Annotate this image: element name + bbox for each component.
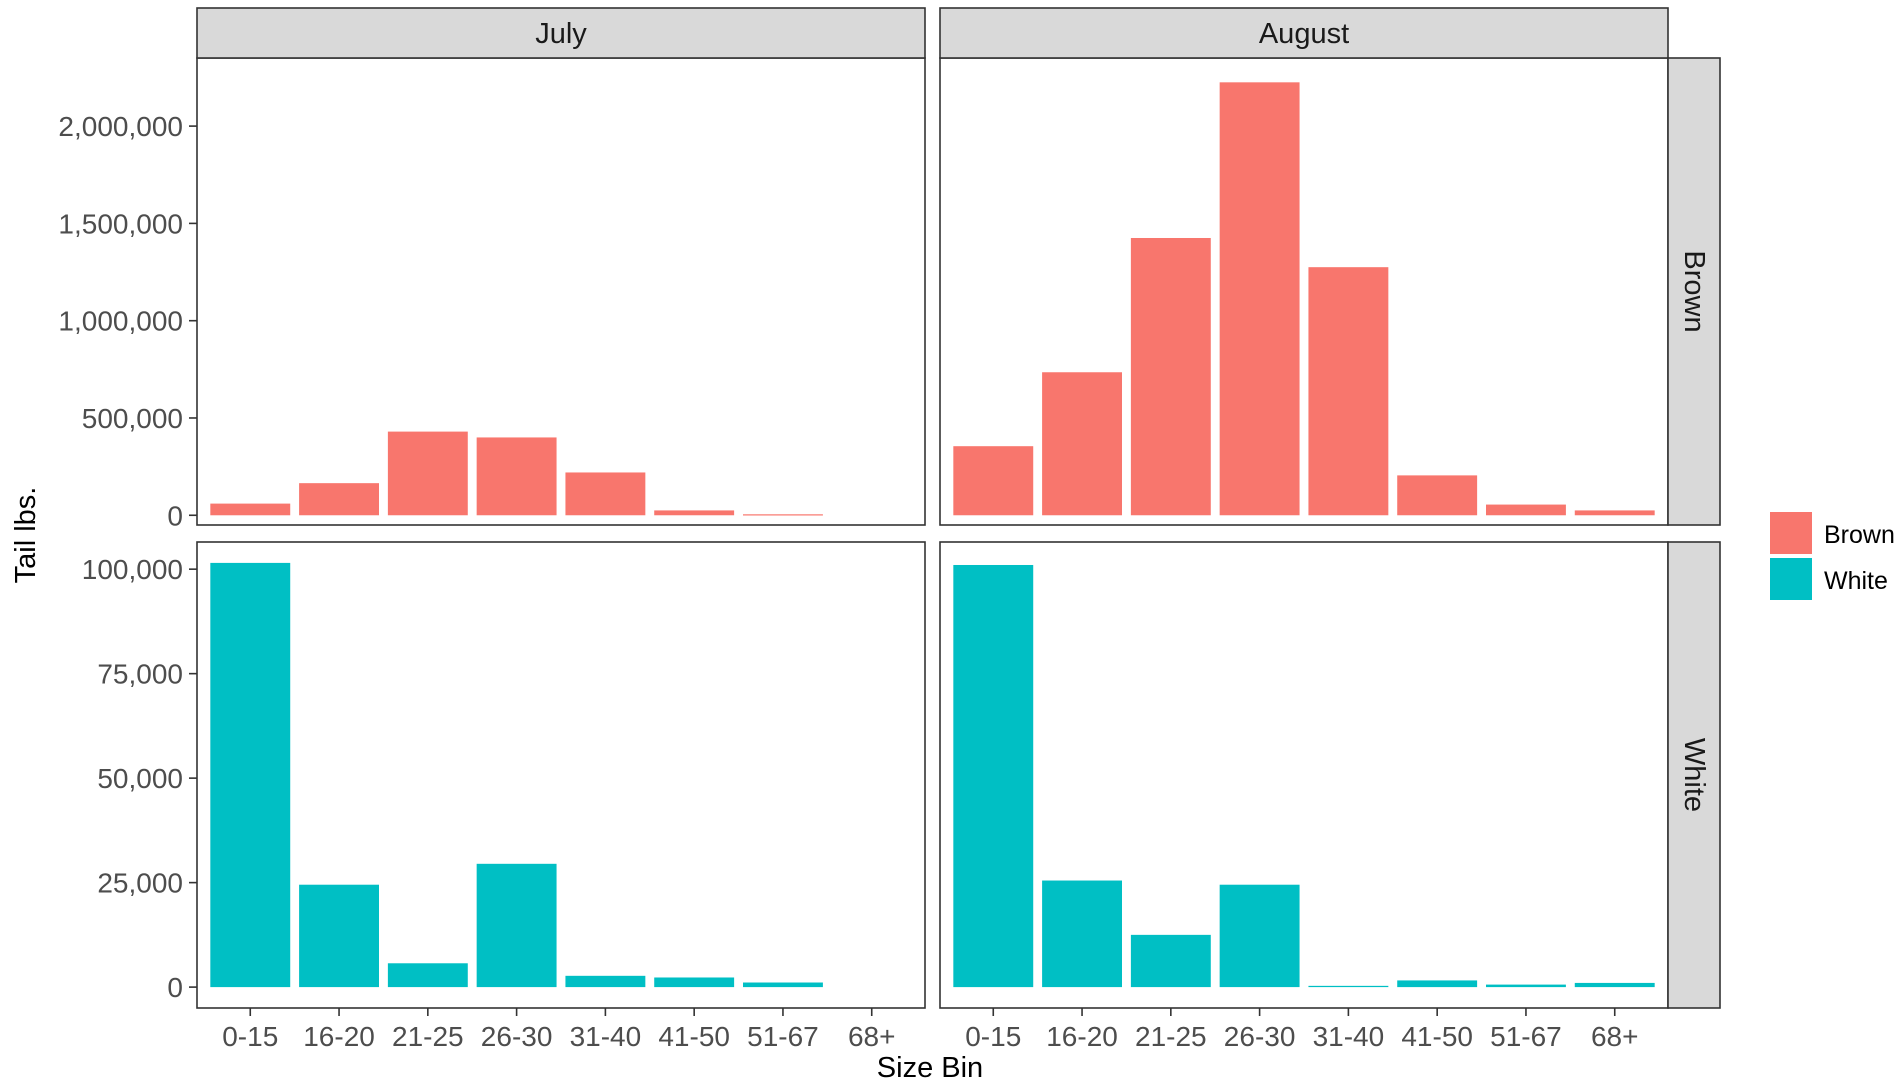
strip-august	[939, 7, 1669, 59]
x-tick-label: 26-30	[481, 1021, 553, 1052]
bar-brown-july-21-25	[387, 431, 468, 516]
x-tick-label: 0-15	[222, 1021, 278, 1052]
x-tick-label: 21-25	[392, 1021, 464, 1052]
strip-brown	[1667, 57, 1721, 526]
y-tick-label: 0	[167, 500, 183, 531]
bar-white-august-68	[1574, 982, 1655, 988]
strip-july	[196, 7, 926, 59]
y-tick-label: 75,000	[97, 659, 183, 690]
bar-white-august-21-25	[1130, 934, 1211, 988]
bar-white-july-31-40	[565, 975, 646, 988]
x-tick-label: 51-67	[1490, 1021, 1562, 1052]
bar-brown-august-21-25	[1130, 237, 1211, 516]
y-tick-label: 25,000	[97, 868, 183, 899]
bar-brown-august-41-50	[1397, 475, 1478, 516]
x-tick-label: 68+	[1591, 1021, 1639, 1052]
bar-white-august-26-30	[1219, 884, 1300, 988]
bar-white-july-21-25	[387, 963, 468, 988]
bar-white-july-51-67	[743, 982, 823, 988]
strip-label-white: White	[1678, 738, 1710, 812]
x-tick-label: 51-67	[747, 1021, 819, 1052]
x-tick-label: 16-20	[303, 1021, 375, 1052]
panels	[197, 58, 1668, 1008]
bar-brown-july-31-40	[565, 472, 646, 516]
bar-brown-august-68	[1574, 510, 1655, 516]
bar-brown-august-0-15	[953, 446, 1034, 516]
y-tick-label: 500,000	[82, 403, 183, 434]
y-axis-title: Tail lbs.	[10, 487, 42, 584]
x-tick-label: 26-30	[1224, 1021, 1296, 1052]
legend-label-brown: Brown	[1824, 521, 1895, 549]
x-tick-label: 41-50	[658, 1021, 730, 1052]
strip-label-july: July	[535, 18, 587, 50]
y-tick-label: 2,000,000	[58, 111, 183, 142]
x-tick-label: 0-15	[965, 1021, 1021, 1052]
x-tick-label: 16-20	[1046, 1021, 1118, 1052]
bars	[210, 82, 1655, 988]
legend-label-white: White	[1824, 567, 1888, 595]
bar-brown-july-41-50	[654, 510, 735, 516]
x-tick-label: 68+	[848, 1021, 896, 1052]
strip-label-brown: Brown	[1678, 250, 1710, 332]
strip-white	[1667, 541, 1721, 1009]
panel-background-brown-july	[197, 58, 925, 525]
bar-white-august-31-40	[1308, 985, 1389, 988]
y-tick-label: 0	[167, 972, 183, 1003]
x-axis-title: Size Bin	[877, 1052, 983, 1084]
x-tick-label: 31-40	[1313, 1021, 1385, 1052]
legend: Brown White	[1770, 512, 1895, 600]
facet-strips: July August Brown White	[196, 7, 1721, 1009]
bar-brown-july-0-15	[210, 503, 291, 516]
y-tick-label: 50,000	[97, 763, 183, 794]
bar-white-july-16-20	[299, 884, 379, 988]
x-tick-label: 41-50	[1401, 1021, 1473, 1052]
bar-brown-august-16-20	[1042, 372, 1122, 516]
y-tick-label: 1,000,000	[58, 306, 183, 337]
bar-white-august-16-20	[1042, 880, 1122, 988]
bar-brown-july-26-30	[476, 437, 557, 516]
bar-brown-august-31-40	[1308, 267, 1389, 516]
bar-brown-august-51-67	[1486, 504, 1566, 516]
bar-white-july-0-15	[210, 562, 291, 988]
axes: 0 500,000 1,000,000 1,500,000 2,000,000 0 25,0…	[58, 111, 1638, 1052]
bar-white-august-41-50	[1397, 980, 1478, 988]
strip-label-august: August	[1259, 18, 1349, 50]
y-tick-label: 1,500,000	[58, 208, 183, 239]
x-tick-label: 21-25	[1135, 1021, 1207, 1052]
legend-key-white	[1770, 558, 1812, 600]
bar-brown-july-16-20	[299, 483, 379, 516]
bar-white-july-41-50	[654, 977, 735, 988]
bar-white-august-0-15	[953, 564, 1034, 988]
bar-brown-august-26-30	[1219, 82, 1300, 516]
y-tick-label: 100,000	[82, 554, 183, 585]
x-tick-label: 31-40	[570, 1021, 642, 1052]
legend-key-brown	[1770, 512, 1812, 554]
bar-brown-july-51-67	[743, 514, 823, 516]
panel-border-white-july	[196, 541, 926, 1009]
bar-white-august-51-67	[1486, 984, 1566, 988]
bar-white-july-26-30	[476, 863, 557, 988]
